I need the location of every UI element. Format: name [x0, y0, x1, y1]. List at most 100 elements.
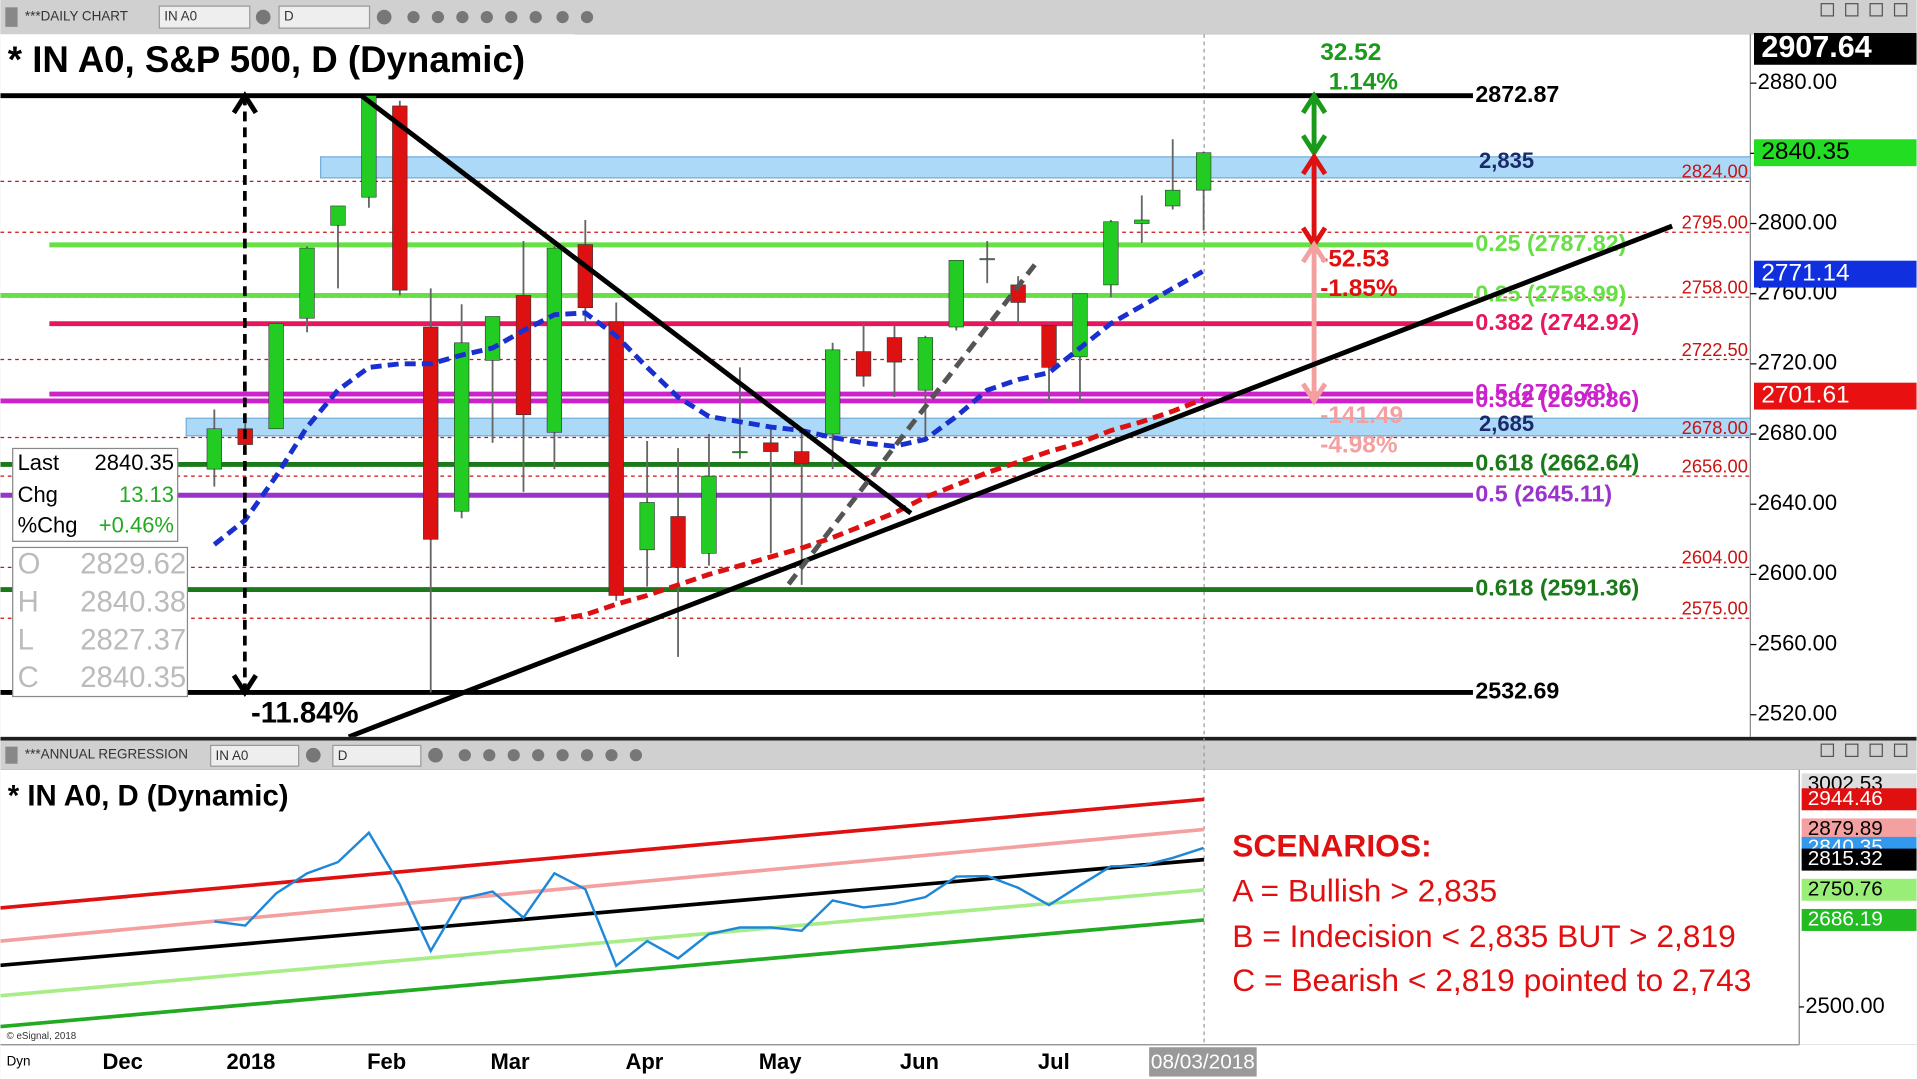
arrow-label: -52.53	[1320, 246, 1389, 273]
level-label: 2872.87	[1475, 81, 1559, 107]
chart-title: * IN A0, D (Dynamic)	[8, 780, 289, 813]
level-label: 0.5 (2645.11)	[1475, 480, 1612, 506]
candle-body	[392, 105, 408, 291]
arrow-head	[1301, 152, 1328, 176]
candle-body	[639, 502, 655, 551]
note: C = Bearish < 2,819 pointed to 2,743	[1232, 962, 1751, 998]
arrow-head	[1301, 240, 1328, 264]
price-marker	[1754, 260, 1917, 288]
arrow-head	[231, 674, 258, 697]
candle-body	[299, 247, 315, 319]
info-value: 2840.38	[80, 585, 186, 618]
y-tick-label: 2640.00	[1758, 490, 1837, 515]
regression-line	[0, 887, 1205, 998]
price-marker-label: 2907.64	[1761, 30, 1871, 64]
x-tick-label: Mar	[490, 1049, 530, 1074]
arrow-label: -1.85%	[1320, 275, 1398, 302]
candle-body	[886, 337, 903, 363]
info-value: +0.46%	[99, 512, 174, 537]
info-label: Chg	[18, 482, 58, 507]
candle-body	[1195, 152, 1212, 191]
candle-body	[794, 451, 810, 465]
symbol-input[interactable]	[210, 744, 300, 767]
regression-line	[0, 797, 1205, 910]
regression-line	[0, 827, 1205, 943]
candle-body	[701, 475, 717, 554]
price-marker	[1801, 908, 1917, 931]
y-tick-label: 2500.00	[1805, 993, 1884, 1018]
price-marker	[1801, 848, 1917, 871]
chart-title: * IN A0, S&P 500, D (Dynamic)	[8, 39, 525, 80]
candle-body	[454, 342, 470, 512]
cursor-label-bg	[1149, 1047, 1257, 1077]
candle-body	[948, 260, 964, 328]
price-marker	[1754, 382, 1917, 410]
dotted-level-label: 2795.00	[1682, 212, 1748, 233]
price-marker	[1801, 878, 1917, 901]
y-tick-label: 2560.00	[1758, 630, 1837, 655]
price-marker-label: 2686.19	[1808, 907, 1883, 930]
info-value: 2829.62	[80, 548, 186, 581]
note: A = Bullish > 2,835	[1232, 873, 1497, 909]
x-axis-panel	[0, 1044, 1917, 1079]
candle-body	[330, 205, 346, 226]
info-label: C	[18, 661, 39, 694]
moving-average	[212, 268, 1205, 547]
toolbar-icons	[255, 9, 594, 25]
level-label: 0.382 (2742.92)	[1475, 309, 1639, 335]
price-marker-label: 2771.14	[1761, 260, 1849, 287]
interval-input[interactable]	[278, 5, 371, 29]
info-box	[12, 447, 179, 542]
info-value: 2827.37	[80, 623, 186, 656]
ohlc-box	[12, 546, 189, 698]
level-label: 0.382 (2698.86)	[1475, 386, 1639, 412]
regression-line	[0, 918, 1205, 1029]
overlay: 2,835 2,685 2824.00 2795.00 2758.00 2722.50 26…	[103, 30, 1917, 1074]
candle-body	[732, 451, 748, 454]
arrow-label: -4.98%	[1320, 431, 1398, 458]
arrow-head	[1301, 382, 1328, 406]
band	[185, 417, 1751, 437]
info-value: 2840.35	[95, 450, 174, 475]
interval: D	[338, 748, 348, 763]
info-label: H	[18, 585, 39, 618]
x-tick-label: Feb	[367, 1049, 406, 1074]
toolbar-icons	[305, 747, 643, 763]
candle-body	[1165, 189, 1181, 207]
price-marker	[1801, 788, 1917, 811]
note: SCENARIOS:	[1232, 827, 1431, 863]
candle-body	[484, 316, 501, 361]
symbol-input[interactable]	[158, 5, 251, 29]
interval-input[interactable]	[332, 744, 422, 767]
moving-average	[553, 396, 1205, 623]
symbol: IN A0	[164, 9, 197, 24]
dotted-level-label: 2656.00	[1682, 455, 1748, 476]
candle-body	[1041, 324, 1057, 368]
x-tick-label: Dec	[103, 1049, 143, 1074]
info-label: Last	[18, 450, 60, 475]
mode-label: Dyn	[7, 1053, 31, 1068]
arrow-head	[1301, 91, 1328, 115]
icon	[5, 7, 18, 27]
candle-body	[979, 258, 995, 261]
window-controls	[1820, 3, 1908, 758]
dotted-level-label: 2678.00	[1682, 417, 1748, 438]
level-label: 2532.69	[1475, 678, 1559, 704]
band	[320, 156, 1751, 179]
y-tick-label: 2880.00	[1758, 69, 1837, 94]
candle-body	[515, 295, 532, 416]
level-label: 0.618 (2591.36)	[1475, 575, 1639, 601]
info-value: 13.13	[119, 482, 174, 507]
note: B = Indecision < 2,835 BUT > 2,819	[1232, 918, 1736, 954]
candle-body	[1103, 221, 1119, 286]
dotted-level-label: 2758.00	[1682, 276, 1748, 297]
candle-body	[824, 349, 841, 435]
candle-body	[423, 326, 439, 540]
arrow-label: 1.14%	[1329, 69, 1399, 96]
candle-body	[268, 323, 284, 430]
candle-body	[361, 95, 377, 198]
candle-body	[577, 244, 593, 309]
regression-line	[0, 857, 1205, 968]
